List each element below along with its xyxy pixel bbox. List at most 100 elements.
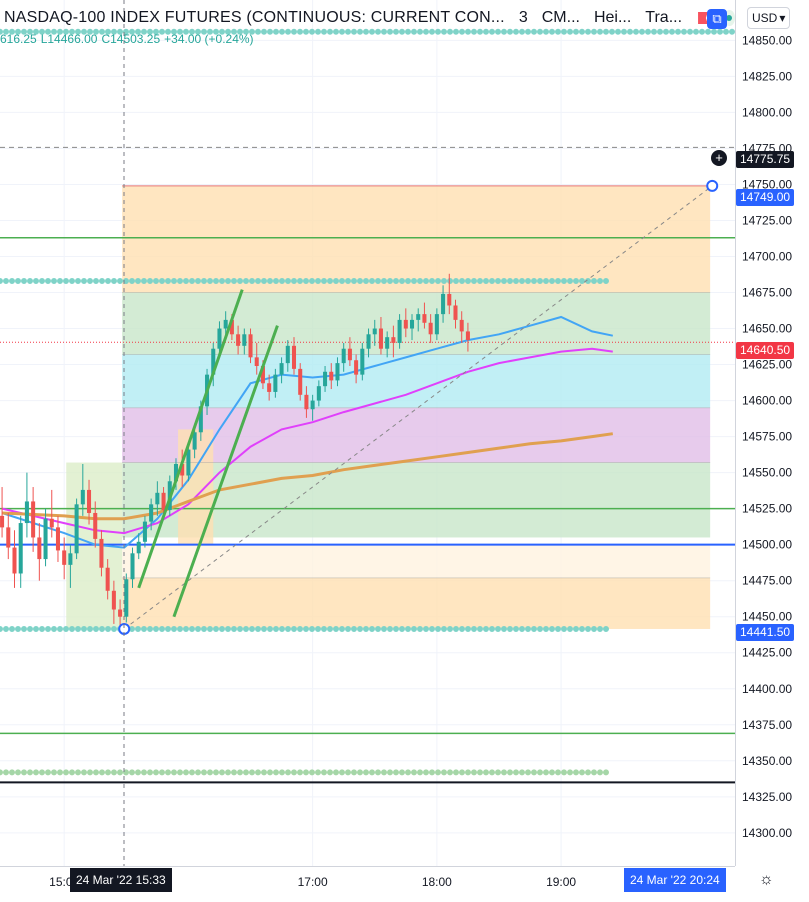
price-tick-label: 14650.00 (742, 322, 792, 336)
candle-body (217, 328, 222, 349)
ohlc-close: C14503.25 (101, 32, 161, 46)
price-tick-label: 14300.00 (742, 826, 792, 840)
candle-layer (0, 273, 470, 632)
candle-body (142, 521, 147, 542)
object-tree-icon[interactable]: ⧉ (707, 9, 727, 29)
candle-body (111, 590, 116, 610)
candle-body (192, 432, 197, 450)
candle-body (18, 523, 23, 574)
price-tick-label: 14600.00 (742, 394, 792, 408)
candle-body (74, 504, 79, 554)
candle-body (366, 334, 371, 349)
flag-icon[interactable] (698, 12, 708, 24)
interval-label[interactable]: 3 (518, 9, 528, 26)
candle-body (31, 501, 36, 538)
last-price-badge: 14640.50 (736, 342, 795, 359)
time-tick-label: 17:00 (298, 875, 328, 889)
candle-body (161, 492, 166, 511)
price-tick-label: 14575.00 (742, 430, 792, 444)
exchange-label[interactable]: CM... (541, 9, 580, 26)
candle-body (354, 360, 359, 375)
candle-body (136, 541, 141, 554)
price-axis-svg: 14850.0014825.0014800.0014775.0014750.00… (742, 33, 792, 840)
ma-layer (1, 315, 614, 549)
candle-body (93, 512, 98, 539)
candle-body (459, 319, 464, 332)
candle-body (285, 345, 290, 364)
plot-area[interactable] (0, 0, 735, 866)
candle-body (298, 368, 303, 395)
ohlc-low: L14466.00 (40, 32, 98, 46)
price-tick-label: 14850.00 (742, 33, 792, 47)
candle-body (341, 348, 346, 364)
candle-body (211, 348, 216, 375)
price-tick-label: 14525.00 (742, 502, 792, 516)
candle-body (12, 547, 17, 574)
candle-body (198, 406, 203, 433)
price-tick-label: 14700.00 (742, 249, 792, 263)
symbol-title[interactable]: NASDAQ-100 INDEX FUTURES (CONTINUOUS: CU… (4, 9, 505, 26)
market-status-icon[interactable] (723, 10, 735, 26)
candle-body (80, 489, 85, 505)
drawing-anchor-handle (706, 179, 719, 192)
candle-body (186, 449, 191, 476)
level-layer (0, 28, 735, 784)
candle-type-label[interactable]: Hei... (593, 9, 632, 26)
trend-line (137, 289, 244, 589)
price-tick-label: 14625.00 (742, 358, 792, 372)
candle-body (130, 553, 135, 580)
candle-body (55, 527, 60, 551)
candle-body (155, 492, 160, 505)
candle-body (403, 319, 408, 329)
crosshair-price-badge: 14775.75 (736, 151, 795, 168)
candle-body (422, 314, 427, 323)
candle-body (37, 537, 42, 560)
fib-zone (122, 185, 711, 293)
candle-body (242, 334, 247, 346)
price-axis[interactable]: 14850.00 14825.00 14800.00 14775.00 14750.00… (735, 0, 809, 866)
price-tick-label: 14475.00 (742, 574, 792, 588)
candle-body (62, 550, 67, 565)
add-alert-plus-icon[interactable]: + (711, 150, 727, 166)
candle-body (447, 293, 452, 306)
candle-body (391, 337, 396, 343)
candle-body (304, 394, 309, 410)
price-tick-label: 14550.00 (742, 466, 792, 480)
moving-average-line (2, 432, 614, 521)
target-price-badge: 14749.00 (736, 189, 795, 206)
candle-body (105, 567, 110, 591)
fib-zone (122, 577, 711, 629)
chevron-down-icon: ▾ (779, 11, 786, 25)
price-tick-label: 14375.00 (742, 718, 792, 732)
fib-zone (122, 292, 711, 355)
candle-body (434, 314, 439, 335)
candle-body (273, 374, 278, 392)
candle-body (118, 609, 123, 617)
price-tick-label: 14325.00 (742, 790, 792, 804)
candle-body (149, 504, 154, 522)
candle-body (291, 345, 297, 369)
time-tick-label: 18:00 (422, 875, 452, 889)
moving-average-line (1, 315, 614, 549)
theme-sun-icon[interactable]: ☼ (759, 871, 774, 888)
price-tick-label: 14450.00 (742, 610, 792, 624)
time-axis[interactable]: 15:00 17:00 18:00 19:00 (0, 866, 735, 897)
candle-body (347, 348, 352, 361)
candle-body (236, 334, 241, 346)
extra-label[interactable]: Tra... (645, 9, 683, 26)
price-tick-label: 14750.00 (742, 177, 792, 191)
candle-body (87, 489, 92, 513)
price-tick-label: 14500.00 (742, 538, 792, 552)
chart-header: NASDAQ-100 INDEX FUTURES (CONTINUOUS: CU… (0, 0, 735, 36)
candle-body (416, 314, 421, 320)
time-tick-label: 19:00 (546, 875, 576, 889)
price-tick-label: 14800.00 (742, 105, 792, 119)
candle-body (180, 463, 185, 476)
trend-line (172, 325, 279, 618)
candle-body (409, 319, 415, 329)
price-tick-label: 14675.00 (742, 286, 792, 300)
trend-layer (118, 179, 719, 635)
candle-body (223, 319, 228, 329)
currency-select[interactable]: USD ▾ (747, 7, 791, 29)
